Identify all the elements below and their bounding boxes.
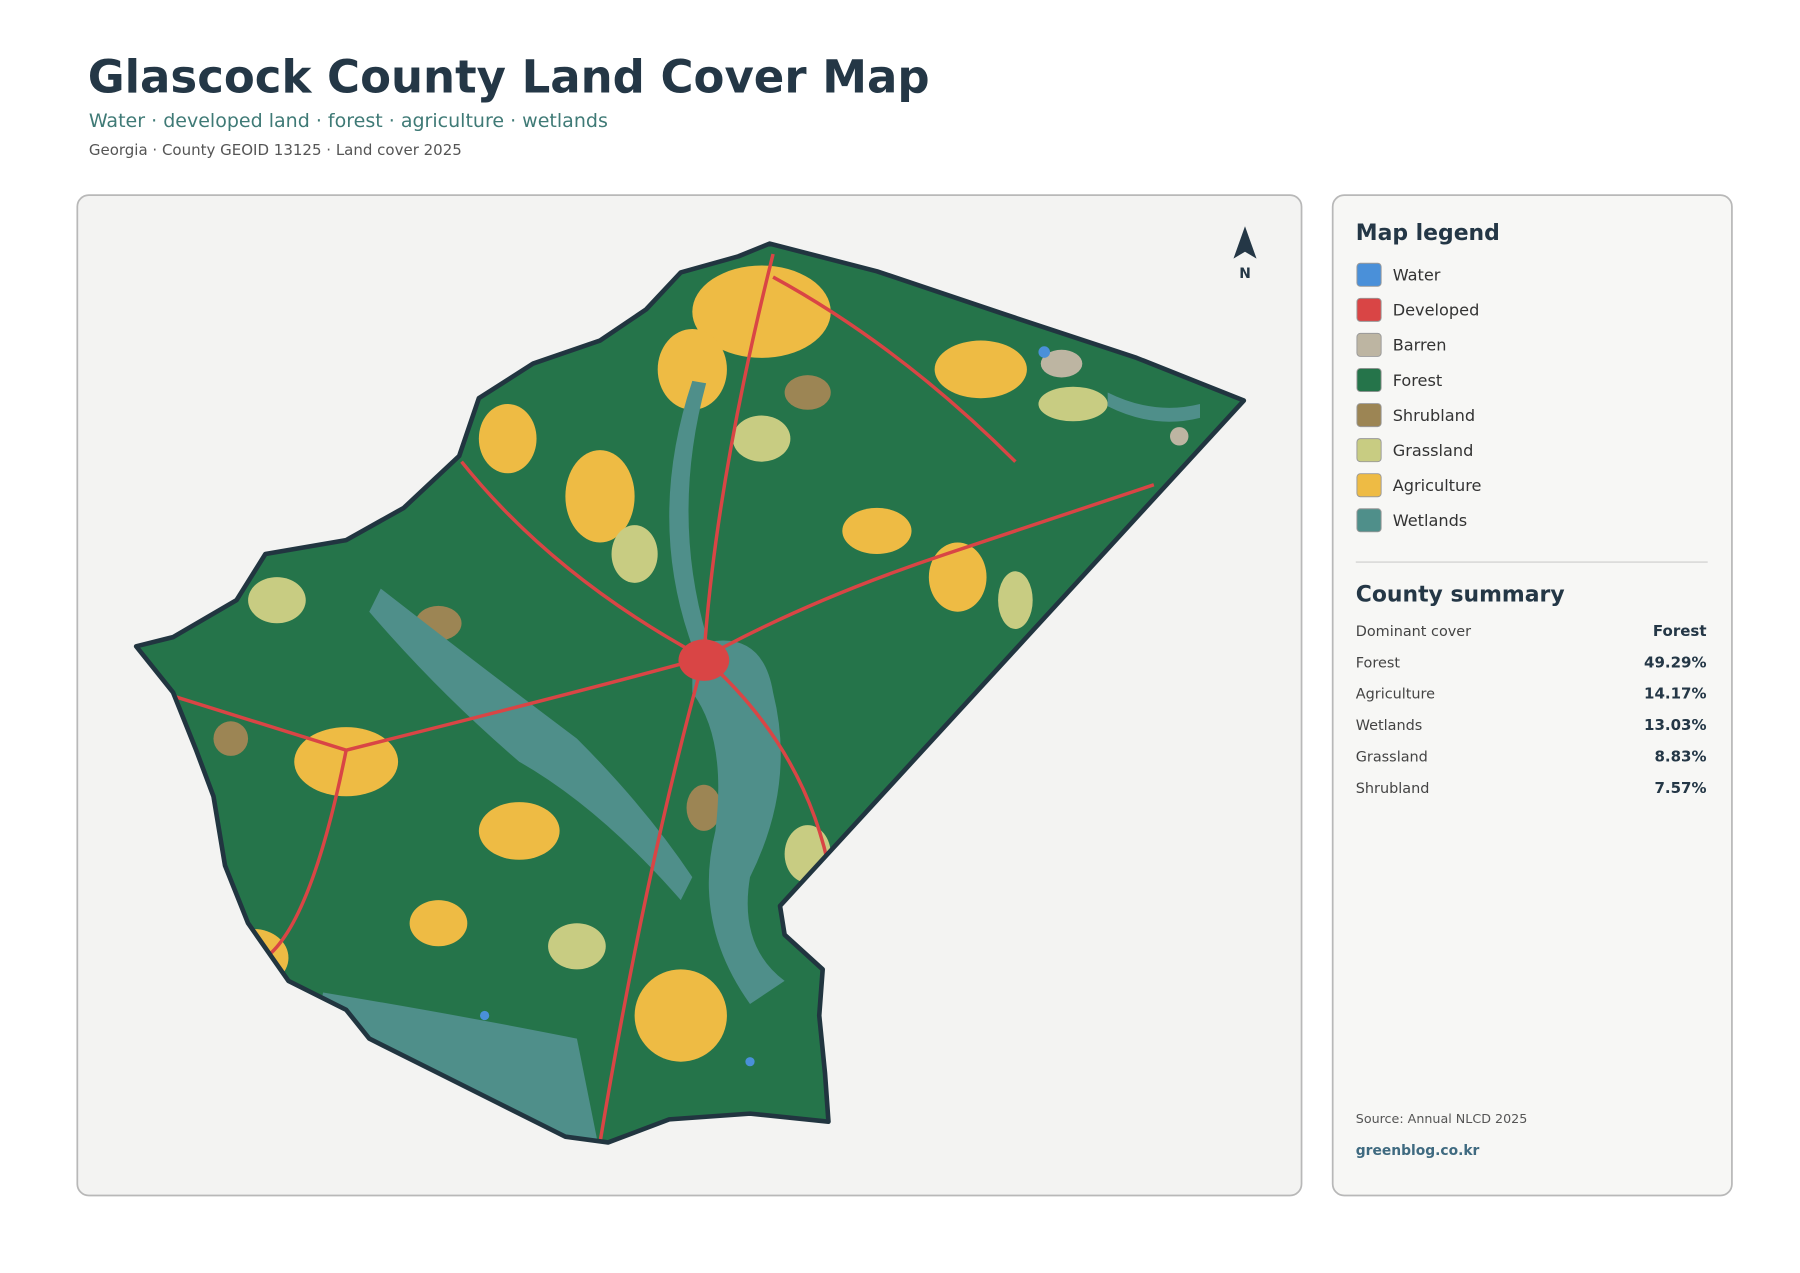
north-label: N (1239, 266, 1251, 282)
summary-label: Shrubland (1356, 781, 1430, 797)
site: greenblog.co.kr (1356, 1143, 1480, 1159)
north-arrow (1233, 226, 1257, 259)
summary-label: Forest (1356, 655, 1401, 671)
legend-swatch (1356, 368, 1382, 393)
legend-swatch (1356, 473, 1382, 498)
legend-label: Forest (1393, 371, 1443, 390)
summary-value: 8.83% (1654, 747, 1706, 765)
legend: Water Developed Barren Forest Shrubland Grass… (1356, 262, 1482, 533)
legend-label: Agriculture (1393, 476, 1482, 495)
side-panel (1331, 194, 1733, 1197)
legend-label: Wetlands (1393, 511, 1468, 530)
summary-label: Agriculture (1356, 687, 1435, 703)
summary-value: 13.03% (1644, 716, 1706, 734)
legend-swatch (1356, 403, 1382, 428)
summary-value: 49.29% (1644, 653, 1706, 671)
summary-label: Wetlands (1356, 718, 1423, 734)
legend-label: Grassland (1393, 441, 1474, 460)
summary: Dominant cover Forest Forest 49.29% Agricult… (1356, 622, 1707, 797)
summary-value: 7.57% (1654, 779, 1706, 797)
legend-swatch (1356, 297, 1382, 322)
subtitle: Water · developed land · forest · agricu… (89, 110, 608, 132)
legend-swatch (1356, 262, 1382, 287)
legend-swatch (1356, 332, 1382, 357)
legend-label: Developed (1393, 301, 1480, 320)
meta: Georgia · County GEOID 13125 · Land cove… (89, 141, 462, 159)
summary-label: Grassland (1356, 749, 1428, 765)
title: Glascock County Land Cover Map (88, 50, 930, 103)
legend-swatch (1356, 438, 1382, 463)
source: Source: Annual NLCD 2025 (1356, 1111, 1528, 1126)
summary-title: County summary (1356, 582, 1565, 607)
legend-swatch (1356, 508, 1382, 533)
legend-title: Map legend (1356, 221, 1500, 246)
summary-label: Dominant cover (1356, 624, 1471, 640)
legend-label: Shrubland (1393, 406, 1475, 425)
county-outline (133, 241, 1247, 1145)
legend-label: Barren (1393, 336, 1447, 355)
summary-value: Forest (1653, 622, 1707, 640)
summary-value: 14.17% (1644, 685, 1706, 703)
legend-label: Water (1393, 266, 1441, 285)
